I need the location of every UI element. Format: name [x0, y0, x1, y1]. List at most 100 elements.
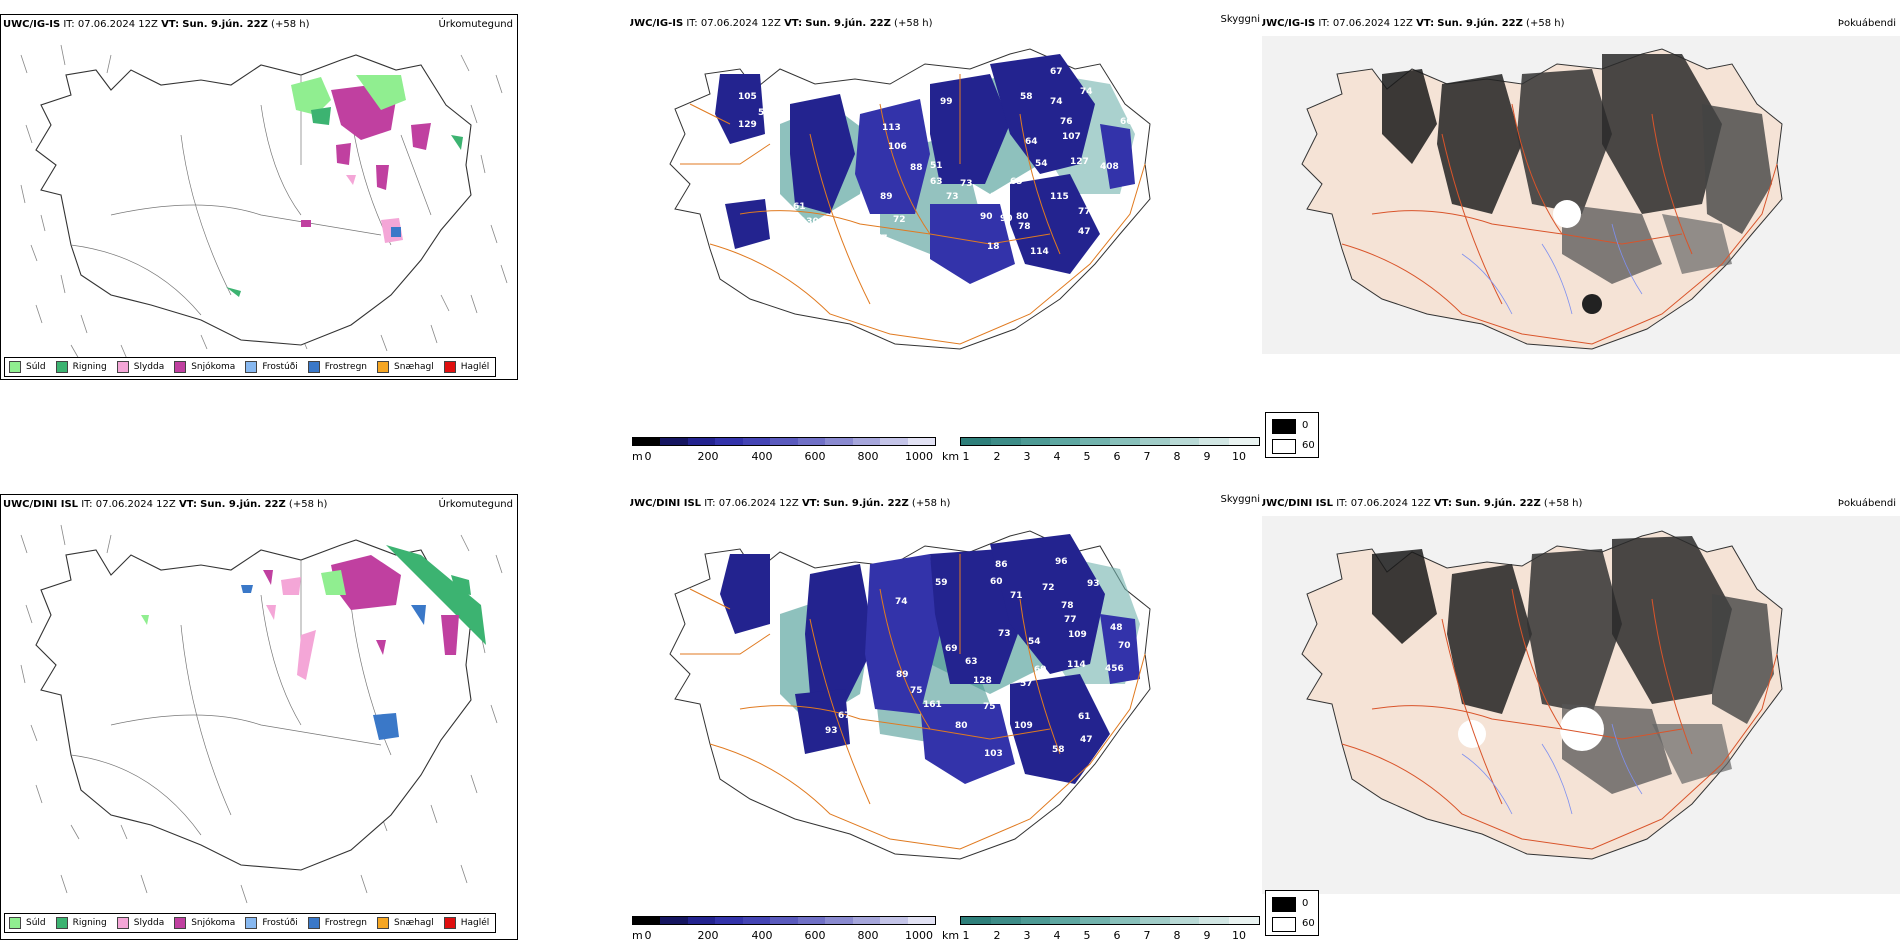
visibility-tick: 1: [962, 929, 970, 942]
legend-item-frostregn: Frostregn: [307, 361, 367, 373]
ceiling-tick: 0: [644, 929, 652, 942]
legend-item-snjokoma: Snjókoma: [174, 917, 235, 929]
ceiling-label: 47: [1080, 735, 1093, 745]
ceiling-label: 88: [910, 163, 923, 173]
fog-panel-row2: UWC/DINI ISL IT: 07.06.2024 12Z VT: Sun.…: [1262, 494, 1900, 914]
ceiling-label: 78: [1018, 222, 1031, 232]
ceiling-label: 52: [758, 108, 771, 118]
visibility-tick: 7: [1143, 450, 1151, 463]
ceiling-label: 57: [1020, 679, 1033, 689]
fog-title-row1: Þokuábendi: [1837, 18, 1896, 29]
legend-swatch: [55, 361, 68, 373]
ceiling-tick: 1000: [905, 929, 933, 942]
model-name: UWC/IG-IS: [3, 19, 61, 30]
visibility-map-row2: 96 72 93 78 77 109 48 54 69 114 456 70 7…: [669, 530, 1151, 860]
ceiling-label: 63: [965, 657, 978, 667]
precip-blobs: [226, 75, 463, 297]
ceiling-label: 51: [930, 161, 943, 171]
it-value: 07.06.2024 12Z: [95, 499, 176, 510]
ceiling-label: 47: [1078, 227, 1091, 237]
ceiling-label: 74: [895, 597, 908, 607]
precip-map-row1: [20, 44, 508, 360]
legend-label: Slydda: [133, 362, 165, 372]
visibility-tick: 3: [1023, 929, 1031, 942]
visibility-header-row2: UWC/DINI ISL IT: 07.06.2024 12Z VT: Sun.…: [630, 498, 950, 509]
fog-swatch-clear: [1272, 917, 1296, 932]
ceiling-label: 93: [825, 726, 838, 736]
legend-item-sudd: Súld: [9, 917, 46, 929]
legend-label: Snæhagl: [394, 918, 434, 928]
legend-swatch: [443, 917, 456, 929]
legend-swatch: [9, 917, 21, 929]
ceiling-label: 66: [1120, 117, 1133, 127]
roads: [1341, 103, 1778, 345]
lead-time: (+58 h): [288, 499, 328, 510]
fog-legend-label: 0: [1302, 898, 1309, 909]
visibility-tick: 2: [993, 450, 1001, 463]
ceiling-colorbar: [632, 916, 936, 925]
ceiling-label: 64: [1025, 137, 1038, 147]
lead-time: (+58 h): [911, 498, 951, 509]
ceiling-label: 77: [1064, 615, 1077, 625]
legend-label: Slydda: [133, 918, 165, 928]
ceiling-label: 408: [1100, 162, 1119, 172]
ceiling-shading: [720, 534, 1140, 784]
ceiling-label: 80: [955, 721, 968, 731]
fog-shading: [1372, 536, 1774, 794]
roads: [680, 554, 1146, 850]
ceiling-tick: 200: [697, 450, 719, 463]
ceiling-label: 75: [983, 702, 996, 712]
lead-time: (+58 h): [1526, 18, 1565, 29]
ceiling-label: 37: [875, 234, 888, 244]
ceiling-label: 82: [990, 192, 1003, 202]
visibility-colorbar-row2: km 1 2 3 4 5 6 7 8 9 10: [942, 916, 1260, 944]
ceiling-label: 18: [987, 242, 1000, 252]
ceiling-tick: 200: [697, 929, 719, 942]
fog-header-row1: UWC/IG-IS IT: 07.06.2024 12Z VT: Sun. 9.…: [1262, 18, 1564, 29]
visibility-panel-row2: 96 72 93 78 77 109 48 54 69 114 456 70 7…: [630, 494, 1260, 914]
ceiling-label: 89: [896, 670, 909, 680]
ceiling-label: 109: [1068, 630, 1087, 640]
legend-label: Frostregn: [324, 918, 368, 928]
visibility-title-row2: Skyggni: [1220, 494, 1260, 505]
ceiling-label: 106: [888, 142, 907, 152]
it-label: IT:: [1336, 498, 1348, 509]
ceiling-label: 58: [1052, 745, 1065, 755]
ceiling-label: 73: [946, 192, 959, 202]
precip-title-row1: Úrkomutegund: [438, 19, 513, 30]
ceiling-label: 67: [838, 711, 851, 721]
legend-swatch: [9, 361, 21, 373]
ceiling-label: 76: [1060, 117, 1073, 127]
ceiling-label: 70: [1118, 641, 1131, 651]
vt-label: VT:: [784, 18, 803, 29]
visibility-title-row1: Skyggni: [1220, 14, 1260, 25]
visibility-tick: 10: [1232, 929, 1246, 942]
vt-label: VT:: [178, 499, 197, 510]
fog-legend-row1: 0 60: [1265, 412, 1319, 458]
ceiling-label: 90: [1000, 214, 1013, 224]
ceiling-label: 75: [910, 686, 923, 696]
ceiling-label: 71: [1010, 591, 1023, 601]
ceiling-label: 69: [1034, 665, 1047, 675]
ceiling-tick: 400: [751, 929, 773, 942]
lead-time: (+58 h): [271, 19, 310, 30]
legend-swatch: [116, 917, 129, 929]
legend-swatch: [443, 361, 456, 373]
it-label: IT:: [81, 499, 93, 510]
legend-item-sudd: Súld: [9, 361, 46, 373]
ceiling-label: 96: [1055, 557, 1068, 567]
legend-swatch: [55, 917, 68, 929]
legend-item-haglel: Haglél: [443, 361, 490, 373]
precip-header-row1: UWC/IG-IS IT: 07.06.2024 12Z VT: Sun. 9.…: [3, 19, 309, 30]
ceiling-label: 54: [1028, 637, 1041, 647]
model-name: UWC/IG-IS: [630, 18, 684, 29]
legend-label: Haglél: [460, 918, 490, 928]
ceiling-label: 72: [893, 215, 906, 225]
fog-panel-row1: UWC/IG-IS IT: 07.06.2024 12Z VT: Sun. 9.…: [1262, 14, 1900, 380]
legend-label: Haglél: [460, 362, 490, 372]
visibility-colorbar: [960, 916, 1260, 925]
ceiling-label: 61: [793, 202, 806, 212]
legend-label: Snjókoma: [191, 362, 236, 372]
fog-swatch-dense: [1272, 419, 1296, 434]
ceiling-tick: 800: [857, 450, 879, 463]
